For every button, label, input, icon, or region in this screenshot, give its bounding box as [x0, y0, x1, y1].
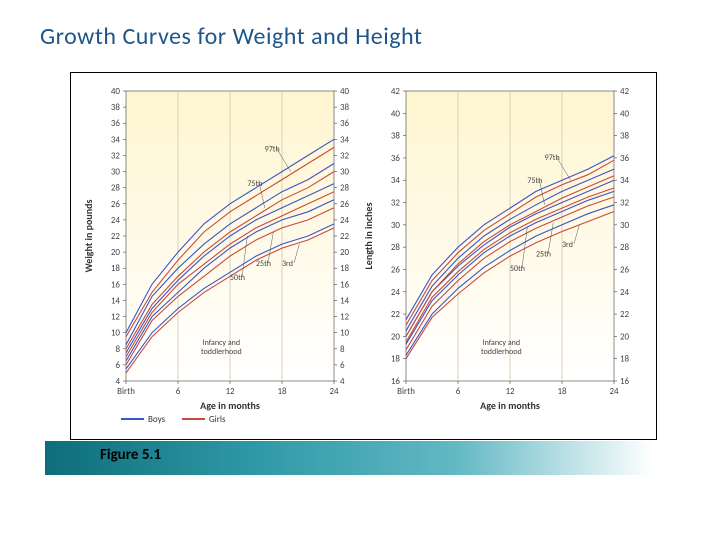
svg-text:toddlerhood: toddlerhood	[201, 347, 242, 357]
svg-text:75th: 75th	[527, 176, 542, 186]
svg-text:32: 32	[340, 150, 350, 161]
svg-text:32: 32	[620, 198, 630, 209]
svg-text:18: 18	[340, 263, 350, 274]
svg-text:38: 38	[111, 102, 121, 113]
svg-text:24: 24	[609, 386, 619, 397]
growth-chart-svg: 4466881010121214141616181820202222242426…	[71, 73, 656, 439]
svg-text:40: 40	[620, 108, 630, 119]
svg-text:34: 34	[340, 134, 350, 145]
svg-text:20: 20	[620, 331, 630, 342]
svg-text:97th: 97th	[265, 145, 280, 155]
svg-text:40: 40	[111, 86, 121, 97]
svg-text:32: 32	[391, 198, 401, 209]
svg-text:34: 34	[391, 175, 401, 186]
svg-text:42: 42	[391, 86, 401, 97]
svg-text:20: 20	[391, 331, 401, 342]
svg-text:34: 34	[111, 134, 121, 145]
svg-text:8: 8	[340, 344, 345, 355]
svg-text:30: 30	[391, 220, 401, 231]
svg-text:42: 42	[620, 86, 630, 97]
svg-text:12: 12	[225, 386, 235, 397]
svg-text:28: 28	[620, 242, 630, 253]
svg-text:Boys: Boys	[148, 414, 166, 425]
svg-text:36: 36	[111, 118, 121, 129]
svg-text:12: 12	[505, 386, 515, 397]
figure-caption: Figure 5.1	[100, 446, 161, 464]
svg-text:14: 14	[111, 295, 121, 306]
svg-text:22: 22	[620, 309, 630, 320]
svg-text:Birth: Birth	[117, 386, 135, 397]
svg-text:28: 28	[111, 183, 121, 194]
svg-text:20: 20	[111, 247, 121, 258]
svg-text:24: 24	[329, 386, 339, 397]
svg-text:30: 30	[340, 167, 350, 178]
svg-text:40: 40	[340, 86, 350, 97]
svg-text:50th: 50th	[230, 273, 245, 283]
svg-text:18: 18	[277, 386, 287, 397]
svg-text:18: 18	[557, 386, 567, 397]
svg-text:25th: 25th	[256, 259, 271, 269]
svg-text:26: 26	[391, 264, 401, 275]
svg-text:97th: 97th	[545, 153, 560, 163]
svg-text:30: 30	[111, 167, 121, 178]
svg-text:38: 38	[391, 131, 401, 142]
svg-text:3rd: 3rd	[562, 240, 573, 250]
svg-text:8: 8	[115, 344, 120, 355]
svg-text:18: 18	[620, 354, 630, 365]
svg-text:32: 32	[111, 150, 121, 161]
svg-text:Girls: Girls	[209, 414, 226, 425]
svg-text:4: 4	[340, 376, 345, 387]
svg-text:10: 10	[340, 328, 350, 339]
svg-text:12: 12	[340, 312, 350, 323]
svg-text:26: 26	[620, 264, 630, 275]
svg-text:28: 28	[391, 242, 401, 253]
svg-text:36: 36	[391, 153, 401, 164]
svg-text:18: 18	[111, 263, 121, 274]
svg-text:6: 6	[115, 360, 120, 371]
svg-text:75th: 75th	[247, 179, 262, 189]
svg-text:18: 18	[391, 354, 401, 365]
svg-text:10: 10	[111, 328, 121, 339]
svg-text:toddlerhood: toddlerhood	[481, 347, 522, 357]
svg-text:36: 36	[620, 153, 630, 164]
svg-text:16: 16	[340, 279, 350, 290]
svg-text:6: 6	[340, 360, 345, 371]
svg-text:12: 12	[111, 312, 121, 323]
svg-text:26: 26	[111, 199, 121, 210]
chart-container: 4466881010121214141616181820202222242426…	[70, 72, 657, 440]
svg-text:Birth: Birth	[397, 386, 415, 397]
svg-text:36: 36	[340, 118, 350, 129]
svg-text:Length in inches: Length in inches	[362, 203, 375, 270]
svg-text:Age in months: Age in months	[480, 399, 540, 412]
svg-text:24: 24	[620, 287, 630, 298]
svg-text:26: 26	[340, 199, 350, 210]
svg-text:22: 22	[391, 309, 401, 320]
slide: Growth Curves for Weight and Height 4466…	[0, 0, 720, 540]
svg-text:38: 38	[340, 102, 350, 113]
svg-text:14: 14	[340, 295, 350, 306]
svg-text:24: 24	[340, 215, 350, 226]
svg-text:6: 6	[176, 386, 181, 397]
svg-text:38: 38	[620, 131, 630, 142]
svg-text:50th: 50th	[510, 264, 525, 274]
svg-text:16: 16	[111, 279, 121, 290]
svg-text:22: 22	[111, 231, 121, 242]
svg-text:24: 24	[391, 287, 401, 298]
svg-text:20: 20	[340, 247, 350, 258]
slide-title: Growth Curves for Weight and Height	[40, 22, 422, 51]
svg-text:Age in months: Age in months	[200, 399, 260, 412]
svg-text:3rd: 3rd	[282, 259, 293, 269]
svg-text:40: 40	[391, 108, 401, 119]
svg-text:Weight in pounds: Weight in pounds	[82, 200, 95, 273]
svg-text:25th: 25th	[536, 250, 551, 260]
svg-text:28: 28	[340, 183, 350, 194]
svg-text:16: 16	[620, 376, 630, 387]
svg-text:34: 34	[620, 175, 630, 186]
svg-text:30: 30	[620, 220, 630, 231]
svg-text:24: 24	[111, 215, 121, 226]
svg-text:6: 6	[456, 386, 461, 397]
svg-text:22: 22	[340, 231, 350, 242]
